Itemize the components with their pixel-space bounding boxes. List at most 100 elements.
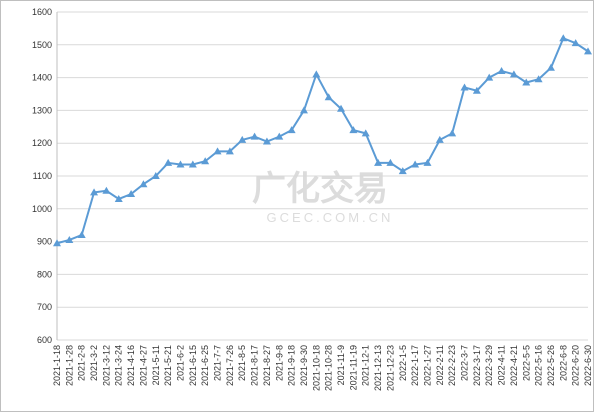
x-tick-label: 2022-3-17 bbox=[472, 345, 482, 386]
y-tick-label: 800 bbox=[37, 269, 52, 279]
y-tick-label: 1200 bbox=[32, 138, 52, 148]
x-tick-label: 2022-4-11 bbox=[497, 345, 507, 385]
x-tick-label: 2021-9-8 bbox=[274, 345, 284, 381]
y-tick-label: 1100 bbox=[33, 171, 52, 181]
x-tick-label: 2022-5-5 bbox=[521, 345, 531, 381]
marker bbox=[559, 34, 568, 42]
marker bbox=[262, 137, 271, 145]
marker bbox=[188, 160, 197, 168]
x-tick-label: 2021-7-26 bbox=[225, 345, 235, 386]
x-tick-label: 2021-2-8 bbox=[77, 345, 87, 381]
x-tick-label: 2022-6-30 bbox=[583, 345, 593, 386]
x-tick-label: 2022-6-8 bbox=[558, 345, 568, 381]
x-tick-label: 2022-2-11 bbox=[435, 345, 445, 385]
marker bbox=[435, 135, 444, 143]
marker bbox=[534, 75, 543, 83]
marker bbox=[201, 157, 210, 165]
y-tick-label: 900 bbox=[37, 237, 52, 247]
marker bbox=[176, 160, 185, 168]
marker bbox=[127, 190, 136, 198]
x-tick-label: 2021-6-2 bbox=[175, 345, 185, 381]
marker bbox=[571, 39, 580, 47]
marker bbox=[312, 70, 321, 78]
x-tick-label: 2021-9-30 bbox=[299, 345, 309, 386]
y-tick-label: 700 bbox=[37, 302, 52, 312]
marker bbox=[509, 70, 518, 78]
x-tick-label: 2021-12-13 bbox=[373, 345, 383, 391]
marker bbox=[497, 67, 506, 75]
marker bbox=[65, 235, 74, 243]
x-tick-label: 2021-10-28 bbox=[324, 345, 334, 391]
y-tick-label: 1000 bbox=[32, 204, 52, 214]
x-tick-label: 2022-3-7 bbox=[460, 345, 470, 381]
x-tick-label: 2021-6-25 bbox=[200, 345, 210, 386]
marker bbox=[546, 63, 555, 71]
x-tick-label: 2022-4-21 bbox=[509, 345, 519, 386]
x-tick-label: 2021-4-27 bbox=[138, 345, 148, 386]
marker bbox=[102, 186, 111, 194]
marker bbox=[213, 147, 222, 155]
marker bbox=[411, 160, 420, 168]
marker bbox=[374, 158, 383, 166]
x-tick-label: 2021-11-9 bbox=[336, 345, 346, 385]
y-tick-label: 1600 bbox=[32, 7, 52, 17]
y-tick-label: 1500 bbox=[32, 40, 52, 50]
x-tick-label: 2021-1-28 bbox=[64, 345, 74, 386]
marker bbox=[238, 135, 247, 143]
watermark-sub: GCEC.COM.CN bbox=[267, 210, 394, 225]
x-tick-label: 2022-1-5 bbox=[398, 345, 408, 381]
x-tick-label: 2022-2-23 bbox=[447, 345, 457, 386]
marker bbox=[275, 132, 284, 140]
marker bbox=[53, 239, 61, 247]
marker bbox=[337, 104, 346, 112]
marker bbox=[386, 158, 395, 166]
x-tick-label: 2022-1-17 bbox=[410, 345, 420, 386]
x-tick-label: 2022-5-26 bbox=[546, 345, 556, 386]
marker bbox=[299, 106, 308, 114]
marker bbox=[114, 194, 123, 202]
y-tick-label: 1300 bbox=[32, 105, 52, 115]
x-tick-label: 2022-5-16 bbox=[534, 345, 544, 386]
marker bbox=[90, 188, 99, 196]
x-tick-label: 2021-3-24 bbox=[114, 345, 124, 386]
x-tick-label: 2022-6-20 bbox=[571, 345, 581, 386]
x-tick-label: 2021-11-19 bbox=[348, 345, 358, 390]
marker bbox=[584, 47, 592, 55]
marker bbox=[225, 147, 234, 155]
marker bbox=[485, 73, 494, 81]
marker bbox=[522, 78, 531, 86]
x-tick-label: 2021-5-11 bbox=[151, 345, 161, 385]
marker bbox=[77, 231, 86, 239]
x-tick-label: 2021-12-1 bbox=[361, 345, 371, 386]
marker bbox=[287, 126, 296, 134]
marker bbox=[349, 126, 358, 134]
marker bbox=[460, 83, 469, 91]
x-tick-label: 2021-8-5 bbox=[237, 345, 247, 381]
x-tick-label: 2021-8-27 bbox=[262, 345, 272, 386]
marker bbox=[324, 93, 333, 101]
x-tick-label: 2021-1-18 bbox=[52, 345, 62, 386]
x-tick-label: 2021-6-15 bbox=[188, 345, 198, 386]
marker bbox=[151, 172, 160, 179]
x-tick-label: 2021-5-21 bbox=[163, 345, 173, 386]
marker bbox=[250, 132, 259, 140]
x-tick-label: 2022-1-27 bbox=[422, 345, 432, 386]
y-tick-label: 600 bbox=[37, 335, 52, 345]
marker bbox=[398, 167, 407, 175]
marker bbox=[361, 129, 370, 137]
watermark: 广化交易 bbox=[252, 169, 388, 208]
x-tick-label: 2021-8-17 bbox=[250, 345, 260, 386]
x-tick-label: 2021-3-2 bbox=[89, 345, 99, 381]
marker bbox=[423, 158, 432, 166]
x-tick-label: 2022-3-29 bbox=[484, 345, 494, 386]
x-tick-label: 2021-10-18 bbox=[311, 345, 321, 391]
x-tick-label: 2021-3-12 bbox=[101, 345, 111, 386]
x-tick-label: 2021-4-16 bbox=[126, 345, 136, 386]
y-tick-label: 1400 bbox=[32, 73, 52, 83]
x-tick-label: 2021-12-23 bbox=[385, 345, 395, 391]
marker bbox=[139, 180, 148, 188]
marker bbox=[164, 158, 173, 166]
marker bbox=[448, 129, 457, 137]
